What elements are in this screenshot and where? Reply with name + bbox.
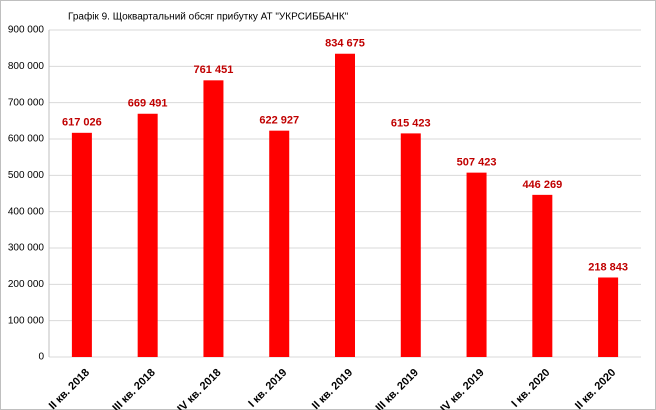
value-label: 669 491: [128, 98, 168, 110]
value-label: 507 423: [457, 157, 497, 169]
bar: [137, 113, 158, 357]
value-label: 446 269: [522, 179, 562, 191]
y-tick-label: 900 000: [8, 25, 45, 36]
bar: [400, 133, 421, 357]
value-label: 834 675: [325, 38, 365, 50]
y-tick-label: 400 000: [8, 206, 45, 217]
value-label: 622 927: [259, 115, 299, 127]
y-tick-label: 100 000: [8, 315, 45, 326]
bar: [203, 80, 224, 357]
y-tick-label: 200 000: [8, 279, 45, 290]
value-label: 617 026: [62, 117, 102, 129]
y-tick-label: 500 000: [8, 170, 45, 181]
y-tick-label: 800 000: [8, 61, 45, 72]
bar: [269, 130, 290, 357]
y-tick-label: 0: [38, 352, 44, 363]
y-tick-label: 700 000: [8, 97, 45, 108]
y-tick-label: 300 000: [8, 243, 45, 254]
bar: [598, 277, 619, 357]
value-label: 218 843: [588, 261, 628, 273]
bar: [71, 132, 92, 357]
chart-title: Графік 9. Щоквартальний обсяг прибутку А…: [68, 11, 349, 23]
y-tick-label: 600 000: [8, 134, 45, 145]
bar: [532, 194, 553, 357]
bar: [466, 172, 487, 357]
bar: [335, 53, 355, 358]
value-label: 615 423: [391, 117, 431, 129]
value-label: 761 451: [194, 64, 234, 76]
